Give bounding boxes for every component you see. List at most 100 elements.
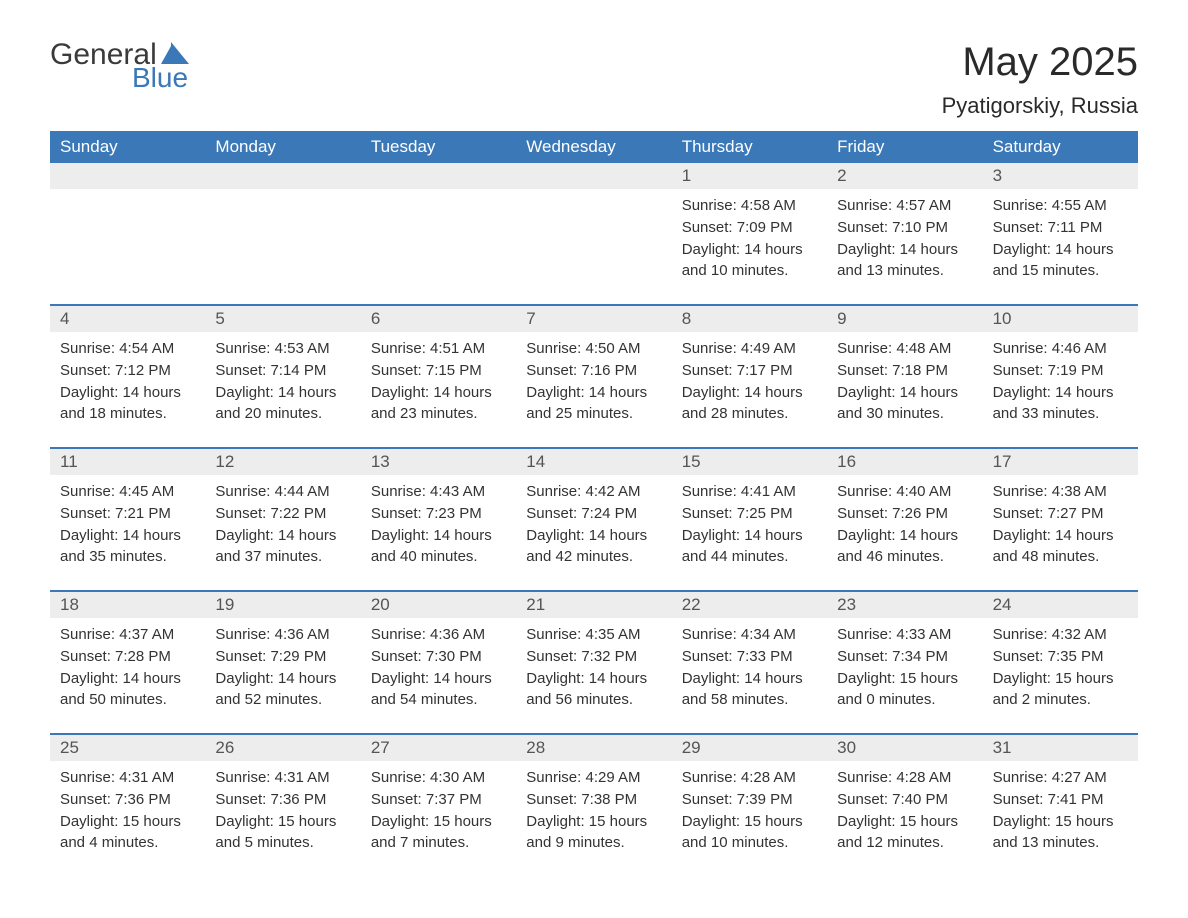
- sunset-line: Sunset: 7:14 PM: [215, 360, 350, 382]
- day-number: 17: [983, 449, 1138, 475]
- daylight-line: Daylight: 14 hours and 46 minutes.: [837, 525, 972, 569]
- day-cell: [50, 189, 205, 304]
- daylight-line: Daylight: 15 hours and 0 minutes.: [837, 668, 972, 712]
- sunset-line: Sunset: 7:21 PM: [60, 503, 195, 525]
- day-header: Thursday: [672, 131, 827, 163]
- daylight-line: Daylight: 14 hours and 28 minutes.: [682, 382, 817, 426]
- sunset-line: Sunset: 7:16 PM: [526, 360, 661, 382]
- sunset-line: Sunset: 7:39 PM: [682, 789, 817, 811]
- month-title: May 2025: [942, 40, 1138, 85]
- sunrise-line: Sunrise: 4:44 AM: [215, 481, 350, 503]
- sunrise-line: Sunrise: 4:33 AM: [837, 624, 972, 646]
- sunrise-line: Sunrise: 4:41 AM: [682, 481, 817, 503]
- daylight-line: Daylight: 14 hours and 15 minutes.: [993, 239, 1128, 283]
- day-number: 29: [672, 735, 827, 761]
- day-cell: Sunrise: 4:30 AMSunset: 7:37 PMDaylight:…: [361, 761, 516, 876]
- day-number: 27: [361, 735, 516, 761]
- daylight-line: Daylight: 14 hours and 23 minutes.: [371, 382, 506, 426]
- day-number: 26: [205, 735, 360, 761]
- sunset-line: Sunset: 7:15 PM: [371, 360, 506, 382]
- daylight-line: Daylight: 14 hours and 50 minutes.: [60, 668, 195, 712]
- sunset-line: Sunset: 7:41 PM: [993, 789, 1128, 811]
- day-number: 19: [205, 592, 360, 618]
- day-number: 13: [361, 449, 516, 475]
- sunset-line: Sunset: 7:23 PM: [371, 503, 506, 525]
- daylight-line: Daylight: 14 hours and 25 minutes.: [526, 382, 661, 426]
- sunrise-line: Sunrise: 4:42 AM: [526, 481, 661, 503]
- daylight-line: Daylight: 14 hours and 10 minutes.: [682, 239, 817, 283]
- sunset-line: Sunset: 7:35 PM: [993, 646, 1128, 668]
- daylight-line: Daylight: 14 hours and 56 minutes.: [526, 668, 661, 712]
- day-headers-row: SundayMondayTuesdayWednesdayThursdayFrid…: [50, 131, 1138, 163]
- daylight-line: Daylight: 14 hours and 30 minutes.: [837, 382, 972, 426]
- day-cell: Sunrise: 4:49 AMSunset: 7:17 PMDaylight:…: [672, 332, 827, 447]
- day-cell: Sunrise: 4:36 AMSunset: 7:30 PMDaylight:…: [361, 618, 516, 733]
- day-number-bar: 25262728293031: [50, 735, 1138, 761]
- day-cell: Sunrise: 4:31 AMSunset: 7:36 PMDaylight:…: [205, 761, 360, 876]
- day-cell: Sunrise: 4:50 AMSunset: 7:16 PMDaylight:…: [516, 332, 671, 447]
- sunset-line: Sunset: 7:26 PM: [837, 503, 972, 525]
- sunrise-line: Sunrise: 4:43 AM: [371, 481, 506, 503]
- day-cell: Sunrise: 4:44 AMSunset: 7:22 PMDaylight:…: [205, 475, 360, 590]
- sunrise-line: Sunrise: 4:49 AM: [682, 338, 817, 360]
- daylight-line: Daylight: 14 hours and 42 minutes.: [526, 525, 661, 569]
- day-number: 23: [827, 592, 982, 618]
- day-number: 28: [516, 735, 671, 761]
- sunrise-line: Sunrise: 4:36 AM: [215, 624, 350, 646]
- day-number: 18: [50, 592, 205, 618]
- sunset-line: Sunset: 7:22 PM: [215, 503, 350, 525]
- day-cell: [516, 189, 671, 304]
- sunset-line: Sunset: 7:11 PM: [993, 217, 1128, 239]
- sunset-line: Sunset: 7:40 PM: [837, 789, 972, 811]
- sunset-line: Sunset: 7:09 PM: [682, 217, 817, 239]
- day-cell: Sunrise: 4:28 AMSunset: 7:39 PMDaylight:…: [672, 761, 827, 876]
- sunset-line: Sunset: 7:27 PM: [993, 503, 1128, 525]
- day-number: [50, 163, 205, 189]
- sunrise-line: Sunrise: 4:40 AM: [837, 481, 972, 503]
- daylight-line: Daylight: 15 hours and 4 minutes.: [60, 811, 195, 855]
- title-block: May 2025 Pyatigorskiy, Russia: [942, 40, 1138, 119]
- daylight-line: Daylight: 14 hours and 18 minutes.: [60, 382, 195, 426]
- daylight-line: Daylight: 14 hours and 37 minutes.: [215, 525, 350, 569]
- daylight-line: Daylight: 14 hours and 58 minutes.: [682, 668, 817, 712]
- sunset-line: Sunset: 7:18 PM: [837, 360, 972, 382]
- day-number: [361, 163, 516, 189]
- day-number: 21: [516, 592, 671, 618]
- day-cell: Sunrise: 4:29 AMSunset: 7:38 PMDaylight:…: [516, 761, 671, 876]
- week: 123Sunrise: 4:58 AMSunset: 7:09 PMDaylig…: [50, 163, 1138, 304]
- sunset-line: Sunset: 7:32 PM: [526, 646, 661, 668]
- day-number-bar: 18192021222324: [50, 592, 1138, 618]
- sunset-line: Sunset: 7:29 PM: [215, 646, 350, 668]
- daylight-line: Daylight: 14 hours and 13 minutes.: [837, 239, 972, 283]
- day-cell: Sunrise: 4:53 AMSunset: 7:14 PMDaylight:…: [205, 332, 360, 447]
- daylight-line: Daylight: 15 hours and 12 minutes.: [837, 811, 972, 855]
- day-cell: Sunrise: 4:32 AMSunset: 7:35 PMDaylight:…: [983, 618, 1138, 733]
- sunset-line: Sunset: 7:36 PM: [60, 789, 195, 811]
- day-cell: Sunrise: 4:35 AMSunset: 7:32 PMDaylight:…: [516, 618, 671, 733]
- daylight-line: Daylight: 15 hours and 10 minutes.: [682, 811, 817, 855]
- day-body-row: Sunrise: 4:58 AMSunset: 7:09 PMDaylight:…: [50, 189, 1138, 304]
- day-number: 14: [516, 449, 671, 475]
- sunrise-line: Sunrise: 4:53 AM: [215, 338, 350, 360]
- sunrise-line: Sunrise: 4:48 AM: [837, 338, 972, 360]
- day-number: 7: [516, 306, 671, 332]
- day-cell: Sunrise: 4:38 AMSunset: 7:27 PMDaylight:…: [983, 475, 1138, 590]
- sunrise-line: Sunrise: 4:45 AM: [60, 481, 195, 503]
- day-number: 6: [361, 306, 516, 332]
- sunset-line: Sunset: 7:37 PM: [371, 789, 506, 811]
- sunset-line: Sunset: 7:10 PM: [837, 217, 972, 239]
- page-header: General Blue May 2025 Pyatigorskiy, Russ…: [50, 40, 1138, 119]
- sunrise-line: Sunrise: 4:30 AM: [371, 767, 506, 789]
- sunrise-line: Sunrise: 4:55 AM: [993, 195, 1128, 217]
- sunset-line: Sunset: 7:24 PM: [526, 503, 661, 525]
- day-cell: Sunrise: 4:34 AMSunset: 7:33 PMDaylight:…: [672, 618, 827, 733]
- day-cell: Sunrise: 4:51 AMSunset: 7:15 PMDaylight:…: [361, 332, 516, 447]
- sunrise-line: Sunrise: 4:46 AM: [993, 338, 1128, 360]
- daylight-line: Daylight: 14 hours and 20 minutes.: [215, 382, 350, 426]
- daylight-line: Daylight: 14 hours and 40 minutes.: [371, 525, 506, 569]
- day-cell: [361, 189, 516, 304]
- day-cell: Sunrise: 4:28 AMSunset: 7:40 PMDaylight:…: [827, 761, 982, 876]
- daylight-line: Daylight: 15 hours and 5 minutes.: [215, 811, 350, 855]
- sunrise-line: Sunrise: 4:37 AM: [60, 624, 195, 646]
- sunrise-line: Sunrise: 4:32 AM: [993, 624, 1128, 646]
